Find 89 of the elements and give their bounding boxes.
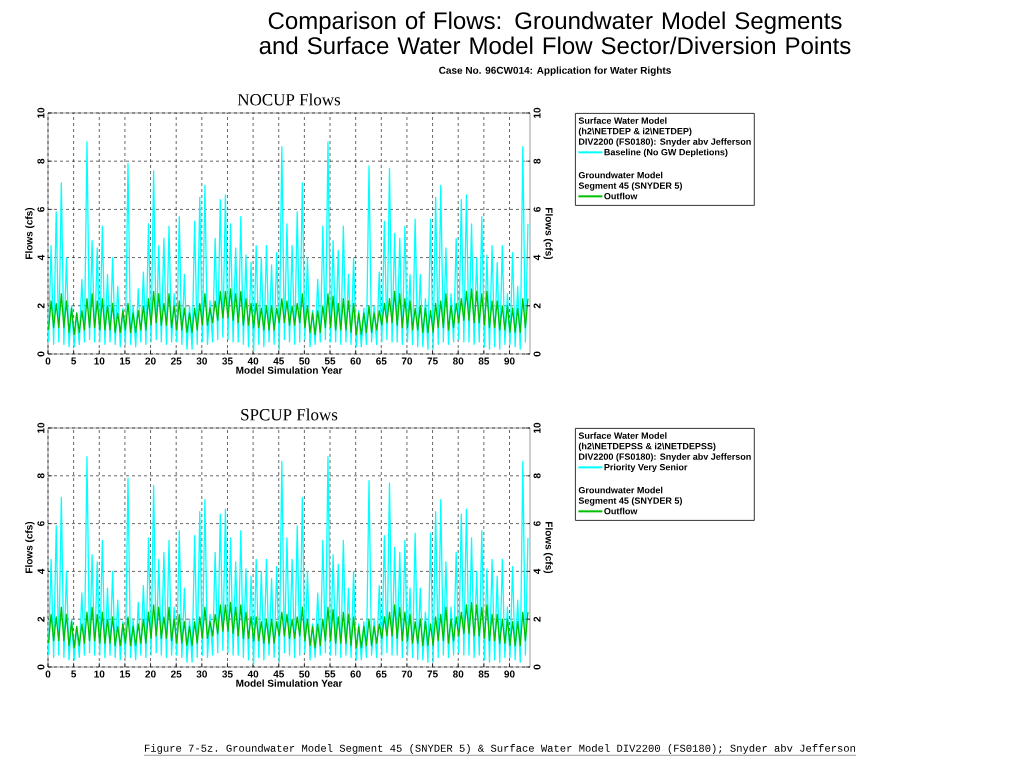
x-tick-label: 85 <box>478 670 490 678</box>
y2-tick-label: 8 <box>533 158 541 164</box>
x-tick-label: 25 <box>170 357 182 365</box>
text: DIV2200 (FS0180): Snyder abv Jefferson <box>579 453 751 462</box>
x-tick-label: 10 <box>94 357 105 365</box>
x-tick-label: 15 <box>119 670 131 678</box>
text: Groundwater Model <box>578 171 663 179</box>
x-tick-label: 90 <box>504 670 515 678</box>
x-axis-title: Model Simulation Year <box>236 366 343 374</box>
y2-tick-label: 2 <box>533 303 541 309</box>
x-tick-label: 90 <box>504 357 515 365</box>
chart-title: SPCUP Flows <box>241 408 338 421</box>
x-tick-label: 45 <box>273 670 285 678</box>
x-tick-label: 40 <box>247 357 259 365</box>
x-tick-label: 75 <box>427 357 438 365</box>
x-tick-label: 55 <box>324 670 336 678</box>
y-axis-title: Flows (cfs) <box>25 521 35 573</box>
y-tick-label: 6 <box>37 521 45 527</box>
x-tick-label: 20 <box>145 357 156 365</box>
x-tick-label: 15 <box>119 357 131 365</box>
x-tick-label: 45 <box>273 357 285 365</box>
y-tick-label: 0 <box>37 351 45 357</box>
y-axis-title: Flows (cfs) <box>25 207 35 259</box>
legend-label: Priority Very Senior <box>604 463 688 473</box>
text: Comparison of Flows: Groundwater Model Segments and Surface Water Model Flow Sector/Diversion Points <box>259 11 851 55</box>
caption: Figure 7-5z. Groundwater Model Segment 45 (SNYDER 5) & Surface Water Model DIV2200 (FS0180); Snyder abv Jefferson <box>144 744 855 754</box>
x-tick-label: 55 <box>324 357 336 365</box>
y2-tick-label: 8 <box>533 473 541 479</box>
x-tick-label: 85 <box>478 357 490 365</box>
legend-label: Outflow <box>604 507 638 515</box>
x-tick-label: 80 <box>452 670 464 678</box>
y2-tick-label: 2 <box>533 616 541 622</box>
legend-label: Outflow <box>604 192 638 200</box>
x-tick-label: 40 <box>247 670 259 678</box>
y-tick-label: 4 <box>37 254 45 261</box>
x-tick-label: 30 <box>196 670 207 678</box>
y-tick-label: 2 <box>37 616 45 622</box>
x-tick-label: 50 <box>299 357 310 365</box>
y-tick-label: 8 <box>37 473 45 479</box>
x-tick-label: 50 <box>299 670 310 678</box>
line-series <box>48 601 529 649</box>
y2-tick-label: 0 <box>533 351 541 357</box>
y2-tick-label: 6 <box>533 206 541 212</box>
y-tick-label: 6 <box>37 206 45 212</box>
x-tick-label: 70 <box>401 670 413 678</box>
x-tick-label: 65 <box>376 357 387 365</box>
text: Surface Water Model <box>578 117 667 124</box>
y2-tick-label: 0 <box>533 664 541 670</box>
text: Segment 45 (SNYDER 5) <box>578 182 682 191</box>
y2-tick-label: 4 <box>533 254 541 261</box>
y-tick-label: 10 <box>37 107 45 118</box>
y2-tick-label: 10 <box>533 422 541 433</box>
x-axis-title: Model Simulation Year <box>236 679 343 687</box>
y-tick-label: 0 <box>37 664 45 670</box>
y2-tick-label: 10 <box>533 107 541 118</box>
y2-tick-label: 6 <box>533 521 541 527</box>
x-tick-label: 5 <box>71 670 77 678</box>
x-tick-label: 60 <box>350 357 361 365</box>
x-tick-label: 35 <box>222 670 233 678</box>
text: (h2\NETDEP & i2\NETDEP) <box>578 127 692 137</box>
y-tick-label: 8 <box>37 158 45 164</box>
y2-tick-label: 4 <box>533 568 541 575</box>
y-tick-label: 10 <box>37 422 45 433</box>
x-tick-label: 80 <box>452 357 464 365</box>
x-tick-label: 10 <box>94 670 105 678</box>
y2-axis-title: Flows (cfs) <box>543 208 553 260</box>
legend-label: Baseline (No GW Depletions) <box>604 148 728 158</box>
x-tick-label: 60 <box>350 670 361 678</box>
x-tick-label: 0 <box>45 357 51 365</box>
x-tick-label: 30 <box>196 357 207 365</box>
text: Surface Water Model <box>578 432 667 439</box>
chart-title: NOCUP Flows <box>237 93 341 106</box>
line-series <box>48 288 529 336</box>
y-tick-label: 2 <box>37 303 45 309</box>
text: DIV2200 (FS0180): Snyder abv Jefferson <box>579 138 751 147</box>
text: Segment 45 (SNYDER 5) <box>578 497 682 506</box>
x-tick-label: 20 <box>145 670 156 678</box>
x-tick-label: 65 <box>376 670 387 678</box>
text: Groundwater Model <box>578 486 663 494</box>
x-tick-label: 75 <box>427 670 438 678</box>
y2-axis-title: Flows (cfs) <box>543 522 553 574</box>
x-tick-label: 25 <box>170 670 182 678</box>
x-tick-label: 35 <box>222 357 233 365</box>
text: Case No. 96CW014: Application for Water Rights <box>439 66 671 76</box>
text: (h2\NETDEPSS & i2\NETDEPSS) <box>578 442 716 452</box>
x-tick-label: 5 <box>71 357 77 365</box>
x-tick-label: 70 <box>401 357 413 365</box>
y-tick-label: 4 <box>37 568 45 575</box>
x-tick-label: 0 <box>45 670 51 678</box>
